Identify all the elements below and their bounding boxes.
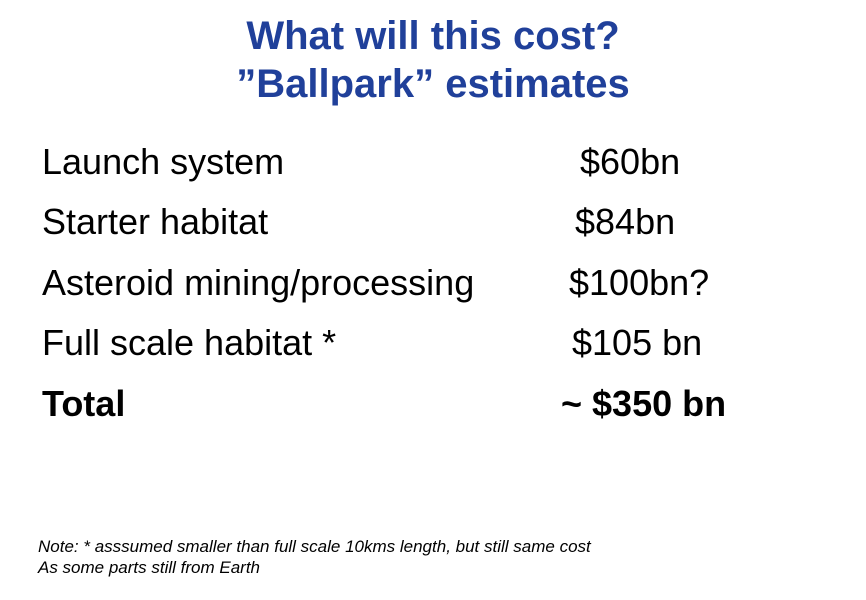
cost-amount: $105 bn	[572, 322, 703, 363]
cost-label: Full scale habitat *	[42, 322, 337, 363]
cost-amount: $100bn?	[569, 262, 710, 303]
cost-row-starter-habitat: Starter habitat $84bn	[0, 197, 866, 247]
cost-label: Starter habitat	[42, 201, 269, 242]
slide-subtitle: ”Ballpark” estimates	[236, 62, 630, 106]
cost-row-total: Total ~ $350 bn	[0, 379, 866, 429]
footnote-line-1: Note: * asssumed smaller than full scale…	[38, 537, 591, 556]
cost-label: Asteroid mining/processing	[42, 262, 475, 303]
footnote: Note: * asssumed smaller than full scale…	[38, 536, 591, 578]
total-amount: ~ $350 bn	[561, 383, 727, 424]
cost-amount: $60bn	[580, 141, 681, 182]
cost-row-launch-system: Launch system $60bn	[0, 137, 866, 187]
slide-title: What will this cost?	[246, 14, 620, 58]
total-label: Total	[42, 383, 126, 424]
cost-label: Launch system	[42, 141, 285, 182]
cost-row-full-scale-habitat: Full scale habitat * $105 bn	[0, 318, 866, 368]
cost-amount: $84bn	[575, 201, 676, 242]
footnote-line-2: As some parts still from Earth	[38, 558, 261, 577]
cost-row-asteroid-mining: Asteroid mining/processing $100bn?	[0, 258, 866, 308]
